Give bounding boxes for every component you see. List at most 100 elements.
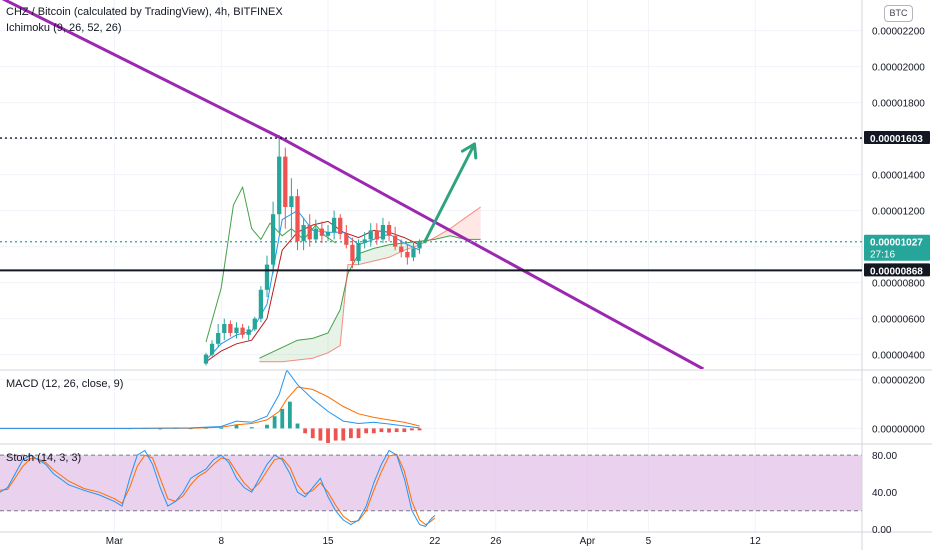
stoch-d-line <box>0 453 436 526</box>
macd-histogram-bar <box>356 428 361 439</box>
stoch-legend[interactable]: Stoch (14, 3, 3) <box>6 452 82 464</box>
price-axis-label: 0.00002000 <box>872 63 925 74</box>
time-axis-label: Apr <box>580 536 596 547</box>
candle-body <box>344 234 349 245</box>
candle-body <box>246 329 251 335</box>
resistance-tag <box>864 131 930 145</box>
macd-histogram-bar <box>379 428 384 433</box>
stoch-pane <box>0 444 862 532</box>
candle-body <box>362 239 367 243</box>
macd-histogram-bar <box>219 427 224 429</box>
arrow-head <box>460 142 476 153</box>
candle-body <box>228 324 233 333</box>
time-axis-label: 15 <box>322 536 334 547</box>
price-pane <box>0 0 862 369</box>
candle-body <box>301 225 306 242</box>
macd-histogram-bar <box>158 428 163 430</box>
candle-body <box>307 225 312 240</box>
candle-body <box>325 232 331 236</box>
currency-button[interactable]: BTC <box>884 5 913 22</box>
macd-histogram-bar <box>402 428 407 433</box>
candle-body <box>374 230 379 240</box>
senkou-span-b-line <box>259 206 481 363</box>
macd-histogram-bar <box>387 428 391 433</box>
macd-histogram-bar <box>333 428 338 441</box>
chart-title: CHZ / Bitcoin (calculated by TradingView… <box>6 6 283 18</box>
candle-body <box>258 289 264 319</box>
macd-histogram-bar <box>364 428 369 434</box>
macd-pane <box>0 370 862 443</box>
candle-body <box>289 196 294 207</box>
candle-body <box>368 230 373 240</box>
ichimoku-legend[interactable]: Ichimoku (9, 26, 52, 26) <box>6 22 122 34</box>
arrow-head <box>472 142 478 160</box>
macd-histogram-bar <box>371 428 376 434</box>
stoch-band <box>0 455 862 511</box>
price-axis-label: 0.00002200 <box>872 27 925 38</box>
macd-axis-label: 0.00000000 <box>872 424 925 435</box>
descending-trendline <box>1 0 705 369</box>
macd-histogram-bar <box>341 428 346 441</box>
candle-body <box>417 241 422 249</box>
candle-body <box>277 156 282 215</box>
support-tag <box>864 263 930 277</box>
price-axis-label: 0.00001800 <box>872 99 925 110</box>
macd-histogram-bar <box>417 428 422 431</box>
time-axis-label: 22 <box>429 536 441 547</box>
stoch-axis-label: 0.00 <box>872 525 892 536</box>
candle-body <box>399 246 404 252</box>
projection-arrow <box>422 143 476 244</box>
macd-histogram-bar <box>295 423 300 429</box>
candle-body <box>270 214 276 265</box>
countdown-label: 27:16 <box>870 250 895 261</box>
price-axis-label: 0.00000800 <box>872 279 925 290</box>
candle-body <box>411 248 416 258</box>
macd-line <box>0 370 420 429</box>
macd-histogram-bar <box>326 428 330 443</box>
candle-body <box>295 196 300 242</box>
candle-body <box>264 264 270 290</box>
candle-body <box>222 324 227 333</box>
candle-body <box>313 228 318 240</box>
candle-body <box>338 217 343 234</box>
stoch-axis-label: 80.00 <box>872 451 897 462</box>
macd-histogram-bar <box>310 428 315 439</box>
candle-body <box>386 225 392 236</box>
candle-body <box>240 327 245 335</box>
macd-legend[interactable]: MACD (12, 26, close, 9) <box>6 378 124 390</box>
macd-histogram-bar <box>318 428 323 441</box>
price-axis-label: 0.00001400 <box>872 171 925 182</box>
macd-histogram-bar <box>249 427 254 429</box>
candle-body <box>234 327 239 333</box>
time-axis-label: Mar <box>106 536 124 547</box>
macd-histogram-bar <box>410 428 414 431</box>
candle-body <box>252 318 257 330</box>
candle-body <box>350 244 355 261</box>
candle-body <box>319 228 325 236</box>
price-axis-label: 0.00001200 <box>872 207 925 218</box>
macd-histogram-bar <box>272 416 277 429</box>
last-price-tag-label: 0.00001027 <box>870 238 923 249</box>
macd-histogram-bar <box>394 428 399 433</box>
time-axis-label: 26 <box>490 536 502 547</box>
candle-body <box>380 225 386 240</box>
resistance-tag-label: 0.00001603 <box>870 134 923 145</box>
senkou-span-a-line <box>259 235 481 359</box>
macd-histogram-bar <box>280 408 285 429</box>
macd-histogram-bar <box>348 428 353 439</box>
time-axis-label: 8 <box>218 536 224 547</box>
candle-body <box>283 156 288 207</box>
candle-body <box>216 333 221 344</box>
stoch-axis-label: 40.00 <box>872 488 897 499</box>
candle-body <box>331 217 337 233</box>
macd-signal-line <box>0 386 420 429</box>
price-axis-label: 0.00000600 <box>872 315 925 326</box>
candle-body <box>203 354 209 364</box>
support-tag-label: 0.00000868 <box>870 266 923 277</box>
macd-axis-label: 0.00000200 <box>872 376 925 387</box>
macd-histogram-bar <box>287 401 292 429</box>
stoch-k-line <box>0 449 436 527</box>
macd-histogram-bar <box>303 428 308 434</box>
